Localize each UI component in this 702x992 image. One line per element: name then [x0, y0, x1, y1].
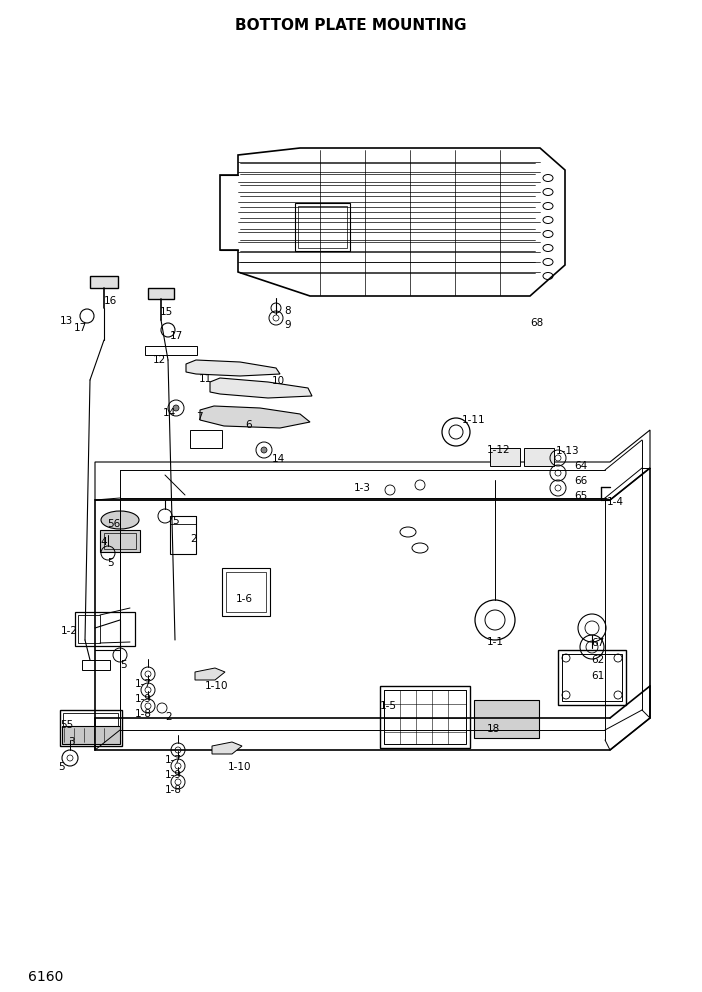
- Text: 1-1: 1-1: [487, 637, 504, 647]
- Text: 17: 17: [74, 323, 87, 333]
- Text: 17: 17: [170, 331, 183, 341]
- Bar: [90, 276, 118, 288]
- Text: BOTTOM PLATE MOUNTING: BOTTOM PLATE MOUNTING: [235, 18, 467, 33]
- Text: 8: 8: [284, 306, 291, 316]
- Text: 1-9: 1-9: [165, 770, 182, 780]
- Text: 1-7: 1-7: [135, 679, 152, 689]
- Bar: [170, 516, 196, 554]
- Text: 1-8: 1-8: [135, 709, 152, 719]
- Bar: [100, 530, 140, 552]
- Bar: [78, 615, 100, 643]
- Circle shape: [173, 405, 179, 411]
- Polygon shape: [186, 360, 280, 376]
- Bar: [298, 206, 347, 248]
- Text: 66: 66: [574, 476, 588, 486]
- Text: 64: 64: [574, 461, 588, 471]
- Bar: [63, 713, 118, 743]
- Text: 1-4: 1-4: [607, 497, 624, 507]
- Text: 1-10: 1-10: [228, 762, 251, 772]
- Text: 1-12: 1-12: [487, 445, 510, 455]
- Text: 5: 5: [172, 516, 178, 526]
- Text: 13: 13: [60, 316, 73, 326]
- Bar: [524, 448, 554, 466]
- Text: 67: 67: [591, 638, 604, 648]
- Text: 12: 12: [153, 355, 166, 365]
- Bar: [75, 612, 135, 646]
- Bar: [558, 650, 626, 705]
- Text: 56: 56: [107, 519, 120, 529]
- Text: 62: 62: [591, 655, 604, 665]
- Circle shape: [261, 447, 267, 453]
- Bar: [222, 568, 270, 616]
- Text: 2: 2: [165, 712, 171, 722]
- Text: 10: 10: [272, 376, 285, 386]
- Bar: [380, 686, 470, 748]
- Text: 1-13: 1-13: [556, 446, 580, 456]
- Bar: [170, 516, 196, 524]
- Bar: [562, 654, 622, 701]
- Text: 1-10: 1-10: [205, 681, 228, 691]
- Text: 6: 6: [245, 420, 251, 430]
- Text: 2: 2: [190, 534, 197, 544]
- Polygon shape: [195, 668, 225, 680]
- Text: 1-5: 1-5: [380, 701, 397, 711]
- Bar: [190, 430, 222, 448]
- Polygon shape: [212, 742, 242, 754]
- Bar: [60, 710, 122, 746]
- Text: 9: 9: [284, 320, 291, 330]
- Bar: [62, 726, 120, 744]
- Text: 18: 18: [487, 724, 501, 734]
- Bar: [384, 690, 466, 744]
- Bar: [474, 700, 539, 738]
- Text: 1-8: 1-8: [165, 785, 182, 795]
- Text: 5: 5: [107, 558, 114, 568]
- Text: 55: 55: [60, 720, 73, 730]
- Polygon shape: [210, 378, 312, 398]
- Text: 5: 5: [58, 762, 65, 772]
- Text: 1-2: 1-2: [61, 626, 78, 636]
- Text: 4: 4: [100, 537, 107, 547]
- Bar: [295, 203, 350, 251]
- Bar: [104, 533, 136, 549]
- Text: 1-6: 1-6: [236, 594, 253, 604]
- Text: 1-3: 1-3: [354, 483, 371, 493]
- Text: 6160: 6160: [28, 970, 63, 984]
- Bar: [490, 448, 520, 466]
- Bar: [82, 660, 110, 670]
- Text: 3: 3: [68, 737, 74, 747]
- Text: 11: 11: [199, 374, 212, 384]
- Text: 61: 61: [591, 671, 604, 681]
- Text: 1-9: 1-9: [135, 694, 152, 704]
- Polygon shape: [200, 406, 310, 428]
- Text: 68: 68: [530, 318, 543, 328]
- Text: 1-11: 1-11: [462, 415, 486, 425]
- Text: 15: 15: [160, 307, 173, 317]
- Text: 14: 14: [163, 408, 176, 418]
- Text: 14: 14: [272, 454, 285, 464]
- Ellipse shape: [101, 511, 139, 529]
- Bar: [145, 346, 197, 355]
- Bar: [148, 288, 174, 299]
- Text: 5: 5: [120, 660, 126, 670]
- Text: 1-7: 1-7: [165, 755, 182, 765]
- Text: 16: 16: [104, 296, 117, 306]
- Bar: [226, 572, 266, 612]
- Text: 7: 7: [196, 412, 203, 422]
- Text: 65: 65: [574, 491, 588, 501]
